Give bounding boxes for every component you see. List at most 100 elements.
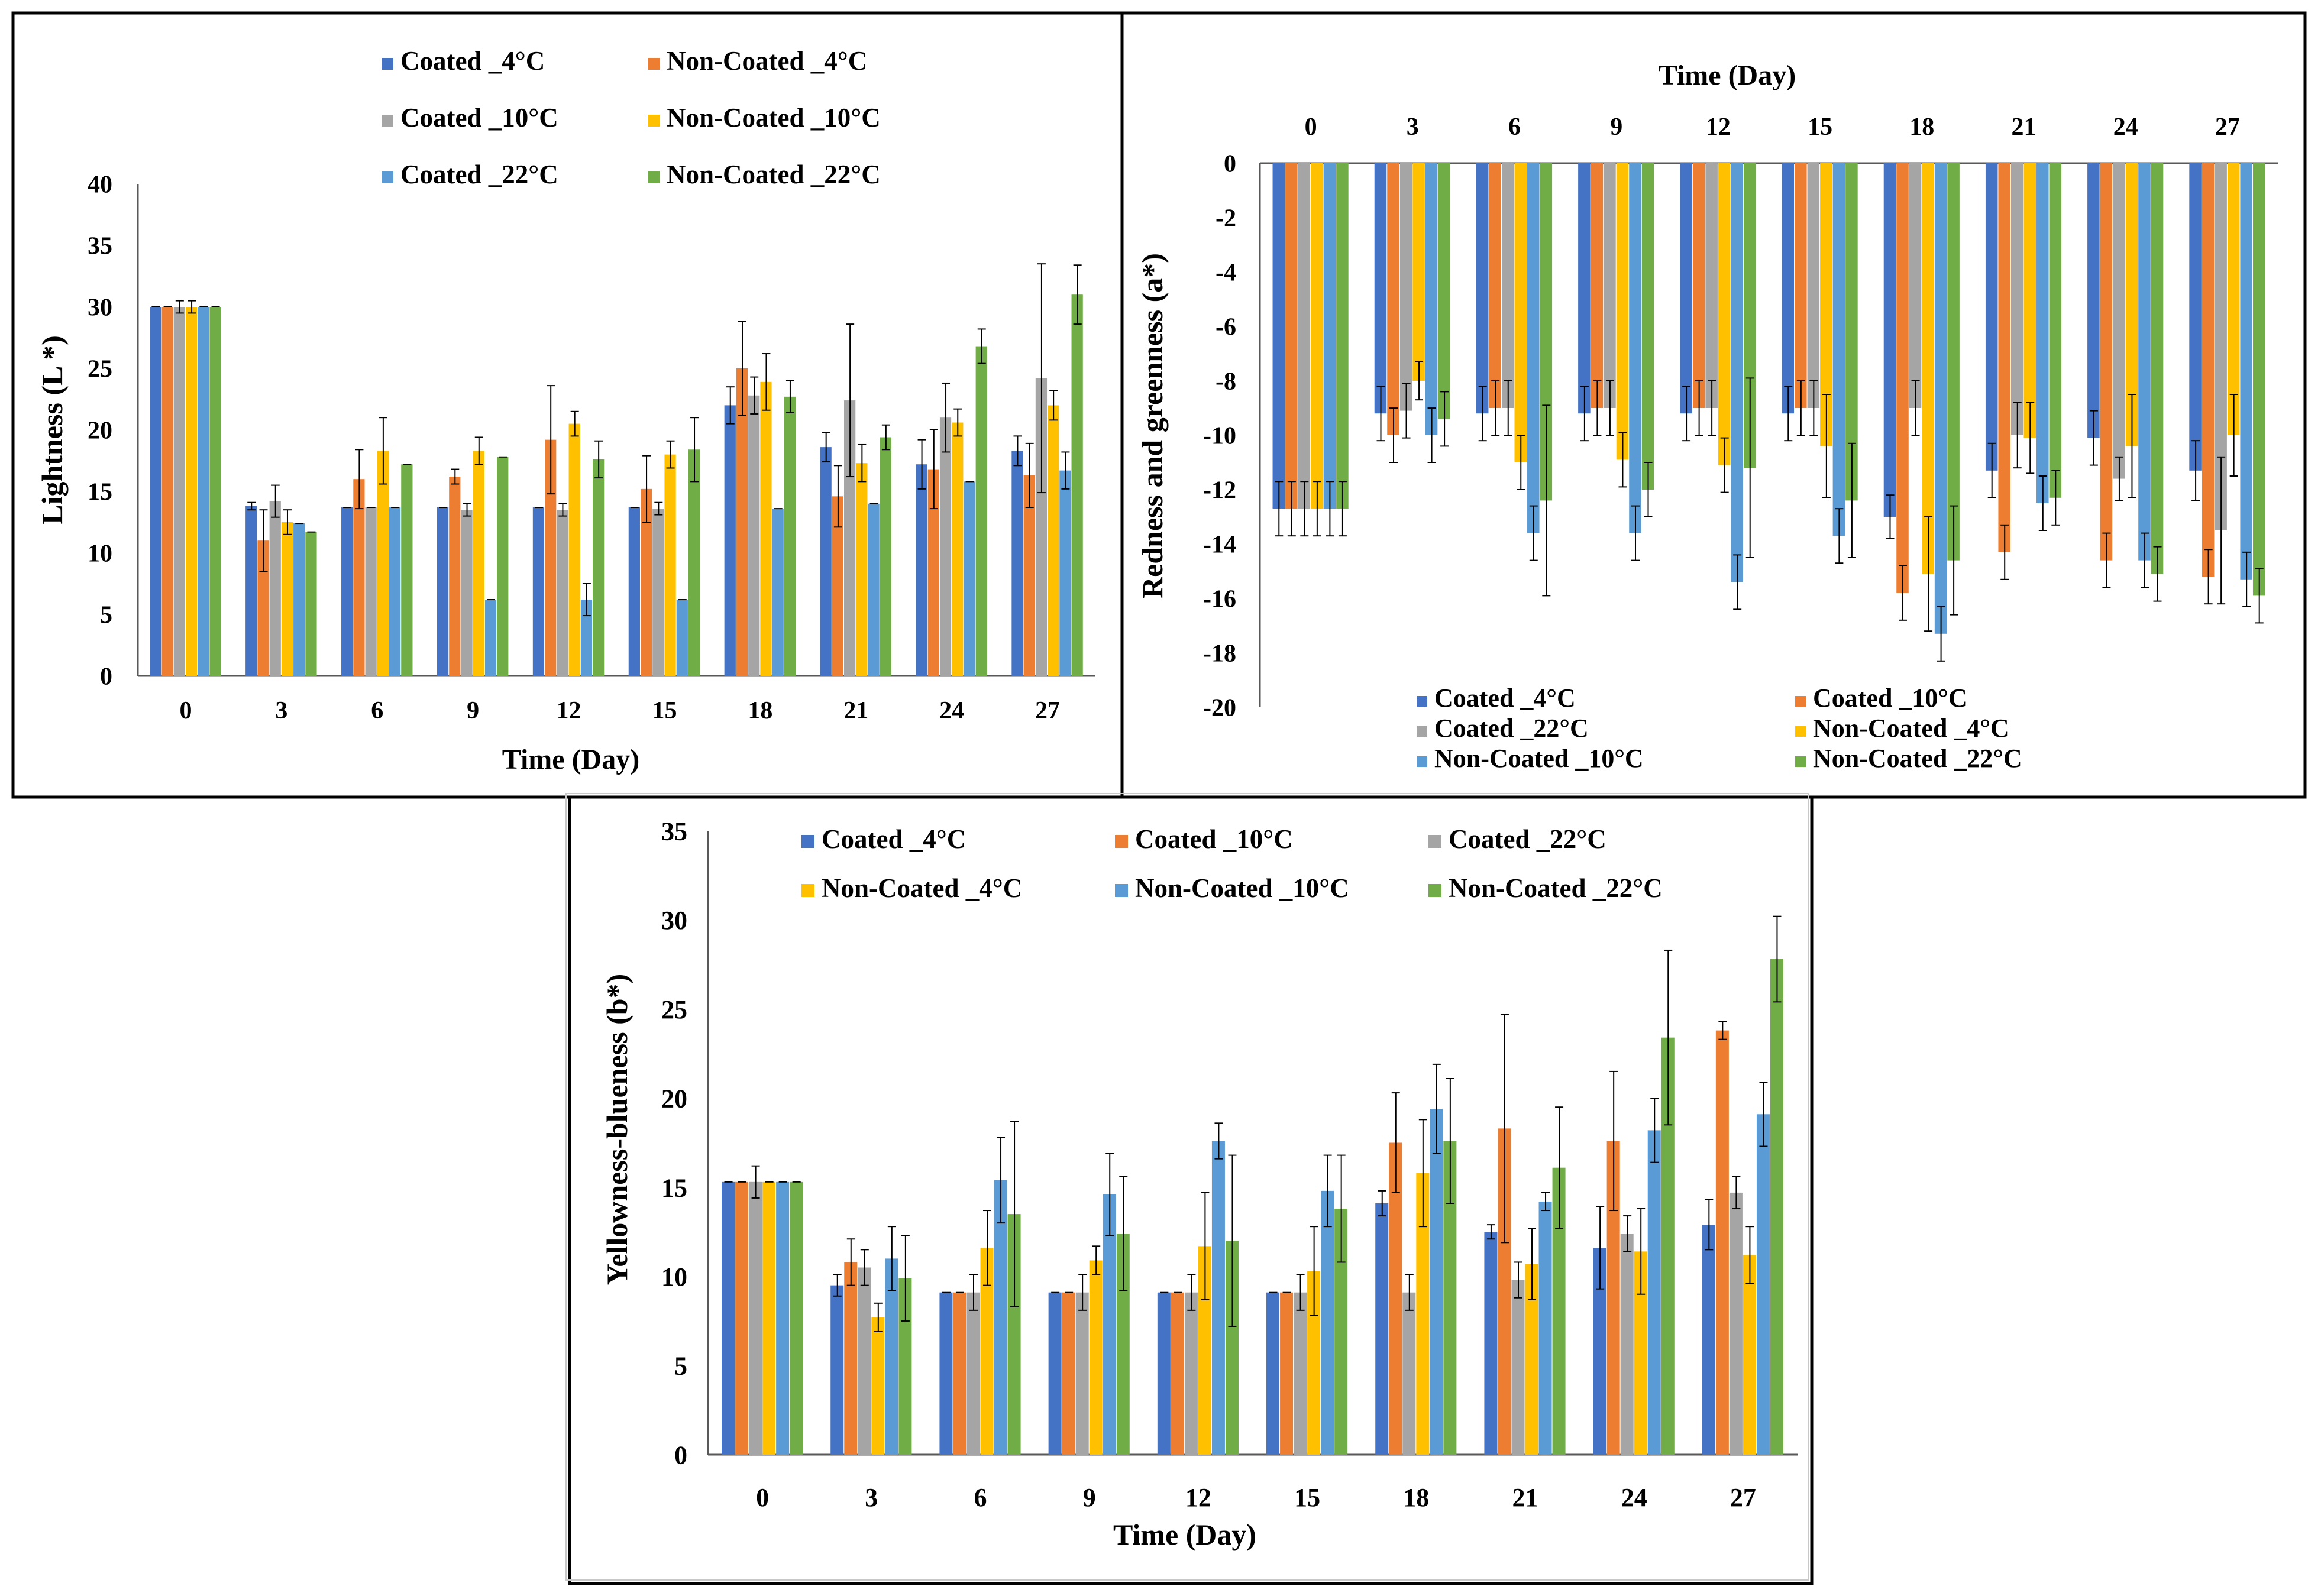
redness-bar	[1489, 163, 1501, 408]
lightness-ytick-label: 30	[88, 294, 112, 322]
redness-category-label: 27	[2215, 114, 2240, 141]
lightness-bar	[916, 464, 927, 676]
yellowness-ytick-label: 15	[661, 1173, 687, 1202]
yellowness-bar	[749, 1181, 762, 1455]
yellowness-bar	[1089, 1260, 1103, 1455]
lightness-ytick-label: 20	[88, 417, 112, 445]
lightness-bar	[377, 451, 389, 676]
yellowness-bar	[1430, 1109, 1443, 1455]
yellowness-ytick-label: 5	[674, 1352, 687, 1381]
yellowness-bar	[1307, 1271, 1321, 1455]
lightness-bar	[532, 507, 545, 676]
lightness-bar	[593, 459, 605, 676]
redness-ytick-label: -14	[1203, 532, 1236, 559]
yellowness-bar	[1116, 1234, 1130, 1455]
redness-bar	[1425, 163, 1438, 435]
yellowness-category-label: 18	[1403, 1483, 1429, 1512]
redness-bar	[1896, 163, 1909, 593]
lightness-bar	[257, 540, 269, 676]
lightness-bar	[209, 307, 221, 676]
lightness-bar	[150, 307, 161, 676]
yellowness-ytick-label: 30	[661, 906, 687, 935]
yellowness-bar	[1647, 1130, 1661, 1455]
lightness-bar	[784, 396, 796, 676]
yellowness-bar	[994, 1180, 1007, 1455]
yellowness-bar	[1634, 1251, 1647, 1455]
lightness-bar	[557, 510, 568, 676]
redness-legend-label: Non-Coated _4°C	[1813, 714, 2009, 743]
redness-bar	[2252, 163, 2265, 596]
redness-bar	[1909, 163, 1922, 408]
redness-bar	[2023, 163, 2036, 438]
lightness-legend-swatch	[648, 115, 660, 127]
yellowness-bar	[1484, 1232, 1498, 1455]
redness-bar	[1820, 163, 1832, 446]
lightness-bar	[353, 479, 365, 676]
redness-category-label: 24	[2113, 114, 2138, 141]
lightness-bar	[927, 469, 939, 676]
lightness-legend-label: Non-Coated _22°C	[667, 160, 881, 189]
redness-bar	[1807, 163, 1820, 408]
redness-legend-swatch	[1795, 756, 1806, 767]
lightness-legend-label: Non-Coated _10°C	[667, 103, 881, 132]
lightness-bar	[676, 600, 688, 676]
redness-category-label: 0	[1305, 114, 1317, 141]
redness-ytick-label: -10	[1203, 423, 1236, 450]
redness-bar	[1985, 163, 1998, 471]
lightness-bar	[952, 422, 964, 676]
redness-bar	[1782, 163, 1795, 414]
yellowness-ytick-label: 10	[661, 1262, 687, 1291]
yellowness-bar	[1498, 1128, 1511, 1455]
lightness-ytick-label: 35	[88, 233, 112, 260]
redness-bar	[2036, 163, 2049, 503]
lightness-bar	[484, 600, 497, 676]
lightness-bar	[975, 346, 987, 676]
lightness-bar	[568, 423, 580, 676]
lightness-bar	[1011, 451, 1023, 676]
lightness-bar	[820, 447, 832, 676]
yellowness-category-label: 24	[1621, 1483, 1647, 1512]
lightness-bar	[1071, 294, 1083, 676]
yellowness-bar	[1171, 1292, 1184, 1455]
yellowness-ytick-label: 20	[661, 1084, 687, 1113]
redness-bar	[1718, 163, 1731, 465]
yellowness-bar	[1062, 1292, 1075, 1455]
chart-lightness: 0 5 10 15 20 25 30 35 40 0 3 6 9 12 15 18 21 24 27 Lightnes…	[35, 46, 1095, 775]
yellowness-legend-swatch	[1428, 835, 1441, 848]
lightness-bar	[652, 509, 664, 676]
redness-bar	[1578, 163, 1591, 414]
redness-bar	[2125, 163, 2138, 446]
lightness-bar	[880, 437, 891, 676]
redness-bar	[1387, 163, 1399, 435]
redness-bar	[1934, 163, 1947, 634]
lightness-bar	[844, 400, 856, 676]
lightness-bar	[401, 464, 413, 676]
yellowness-bar	[1525, 1264, 1538, 1455]
lightness-bar	[868, 503, 880, 676]
redness-category-label: 9	[1610, 114, 1622, 141]
yellowness-bar	[1007, 1214, 1021, 1455]
redness-ytick-label: -4	[1216, 260, 1236, 287]
lightness-bar	[269, 501, 281, 676]
yellowness-bar	[1375, 1203, 1389, 1455]
yellowness-bar	[1443, 1141, 1457, 1455]
redness-category-label: 3	[1407, 114, 1419, 141]
yellowness-bar	[844, 1262, 858, 1455]
yellowness-legend-label: Non-Coated _10°C	[1135, 873, 1349, 903]
yellowness-bar	[939, 1292, 953, 1455]
redness-bar	[1311, 163, 1323, 509]
redness-bar	[1922, 163, 1934, 574]
redness-bar	[1832, 163, 1845, 536]
lightness-ytick-label: 5	[100, 602, 112, 629]
lightness-bar	[341, 507, 353, 676]
lightness-legend-label: Non-Coated _4°C	[667, 46, 867, 76]
redness-bar	[1412, 163, 1425, 381]
lightness-category-label: 3	[275, 697, 287, 724]
yellowness-bar	[858, 1267, 871, 1455]
redness-legend-swatch	[1417, 726, 1427, 737]
redness-ytick-label: -20	[1203, 695, 1236, 722]
redness-bar	[2010, 163, 2023, 435]
redness-bar	[1604, 163, 1616, 408]
yellowness-bar	[1715, 1030, 1729, 1455]
yellowness-bar	[1198, 1246, 1211, 1455]
